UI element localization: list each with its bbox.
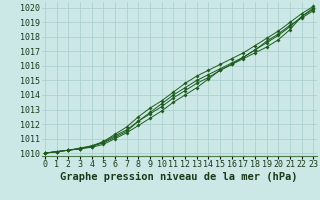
X-axis label: Graphe pression niveau de la mer (hPa): Graphe pression niveau de la mer (hPa)	[60, 172, 298, 182]
